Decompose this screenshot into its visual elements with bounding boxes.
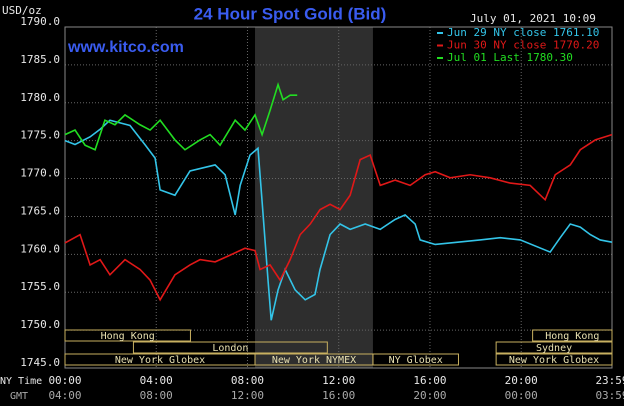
y-tick-label: 1765.0 [20, 204, 60, 217]
gmt-tick-label: 12:00 [231, 389, 264, 402]
chart-title: 24 Hour Spot Gold (Bid) [194, 4, 387, 23]
y-tick-label: 1775.0 [20, 129, 60, 142]
gmt-tick-label: 16:00 [322, 389, 355, 402]
gmt-tick-label: 04:00 [48, 389, 81, 402]
session-label: New York Globex [115, 355, 205, 366]
session-box [495, 341, 613, 354]
site-label: www.kitco.com [67, 39, 184, 56]
session-label: NY Globex [389, 355, 443, 366]
session-box [495, 353, 613, 366]
y-tick-label: 1785.0 [20, 53, 60, 66]
y-tick-label: 1745.0 [20, 356, 60, 369]
plot-frame [64, 26, 613, 369]
session-box [532, 329, 613, 342]
gmt-tick-label: 00:00 [505, 389, 538, 402]
timestamp: July 01, 2021 10:09 [470, 12, 596, 25]
y-tick-label: 1770.0 [20, 167, 60, 180]
series-line [64, 81, 298, 151]
gmt-tick-label: 03:59 [595, 389, 624, 402]
series-line [64, 119, 613, 321]
x-tick-label: 08:00 [231, 374, 264, 387]
y-tick-label: 1760.0 [20, 242, 60, 255]
y-tick-label: 1750.0 [20, 318, 60, 331]
x-tick-label: 16:00 [413, 374, 446, 387]
x-tick-label: 00:00 [48, 374, 81, 387]
series-line [64, 133, 613, 302]
x-tick-label: 20:00 [505, 374, 538, 387]
gmt-tick-label: 08:00 [140, 389, 173, 402]
unit-label: USD/oz [2, 4, 42, 17]
x-tick-label: 12:00 [322, 374, 355, 387]
session-label: Hong Kong [545, 331, 599, 342]
legend-entry: Jun 29 NY close 1761.10 [447, 26, 599, 39]
shaded-session [255, 27, 373, 368]
y-tick-label: 1780.0 [20, 91, 60, 104]
session-box [372, 353, 459, 366]
y-tick-label: 1755.0 [20, 280, 60, 293]
y-tick-label: 1790.0 [20, 15, 60, 28]
gmt-row-label: GMT [10, 391, 28, 402]
session-label: London [212, 343, 248, 354]
x-row-label: NY Time [0, 376, 42, 387]
session-box [132, 341, 328, 354]
session-label: Hong Kong [101, 331, 155, 342]
legend-entry: Jun 30 NY close 1770.20 [447, 39, 599, 52]
legend-entry: Jul 01 Last 1780.30 [447, 51, 573, 64]
gmt-tick-label: 20:00 [413, 389, 446, 402]
x-tick-label: 04:00 [140, 374, 173, 387]
session-label: Sydney [536, 343, 572, 354]
session-box [64, 329, 191, 342]
session-label: New York Globex [509, 355, 599, 366]
session-label: New York NYMEX [272, 355, 356, 366]
x-tick-label: 23:59 [595, 374, 624, 387]
